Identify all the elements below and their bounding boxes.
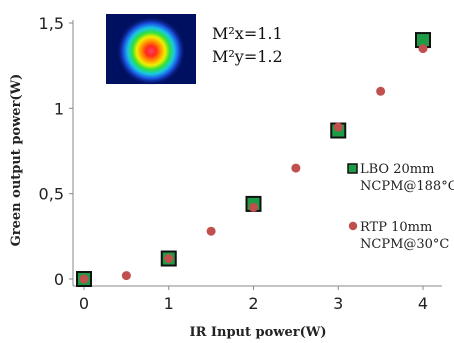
x-axis-title: IR Input power(W) xyxy=(190,325,327,340)
rtp-data-point xyxy=(376,86,386,96)
x-tick-label: 0 xyxy=(79,294,89,313)
x-tick-label: 2 xyxy=(248,294,258,313)
legend-label-lbo-line2: NCPM@188°C xyxy=(360,179,454,194)
legend-label-rtp-line1: RTP 10mm xyxy=(360,220,432,235)
legend-marker-lbo xyxy=(347,163,358,174)
rtp-data-point xyxy=(418,44,428,54)
rtp-data-point xyxy=(249,202,258,212)
y-axis-title: Green output power(W) xyxy=(9,74,24,247)
x-tick-label: 4 xyxy=(418,294,428,313)
beam-profile-inset xyxy=(106,14,196,85)
annotation-m2y: M²y=1.2 xyxy=(212,47,283,66)
rtp-data-point xyxy=(164,254,174,264)
rtp-data-point xyxy=(291,163,301,173)
y-tick-label: 0 xyxy=(54,270,64,289)
y-tick-label: 1 xyxy=(54,99,64,118)
legend-label-lbo-line1: LBO 20mm xyxy=(360,162,434,177)
x-tick-label: 3 xyxy=(333,294,343,313)
legend-marker-rtp xyxy=(348,221,358,231)
annotation-m2x: M²x=1.1 xyxy=(212,24,283,43)
legend-label-rtp-line2: NCPM@30°C xyxy=(360,237,449,252)
rtp-data-point xyxy=(206,226,216,236)
rtp-data-point xyxy=(333,122,343,132)
y-tick-label: 0,5 xyxy=(39,185,64,204)
rtp-data-point xyxy=(121,271,131,281)
beam-spot xyxy=(117,17,185,85)
y-tick-label: 1,5 xyxy=(39,14,64,33)
rtp-data-point xyxy=(79,274,89,284)
legend: LBO 20mm NCPM@188°C RTP 10mm NCPM@30°C xyxy=(347,162,454,252)
x-tick-label: 1 xyxy=(164,294,174,313)
